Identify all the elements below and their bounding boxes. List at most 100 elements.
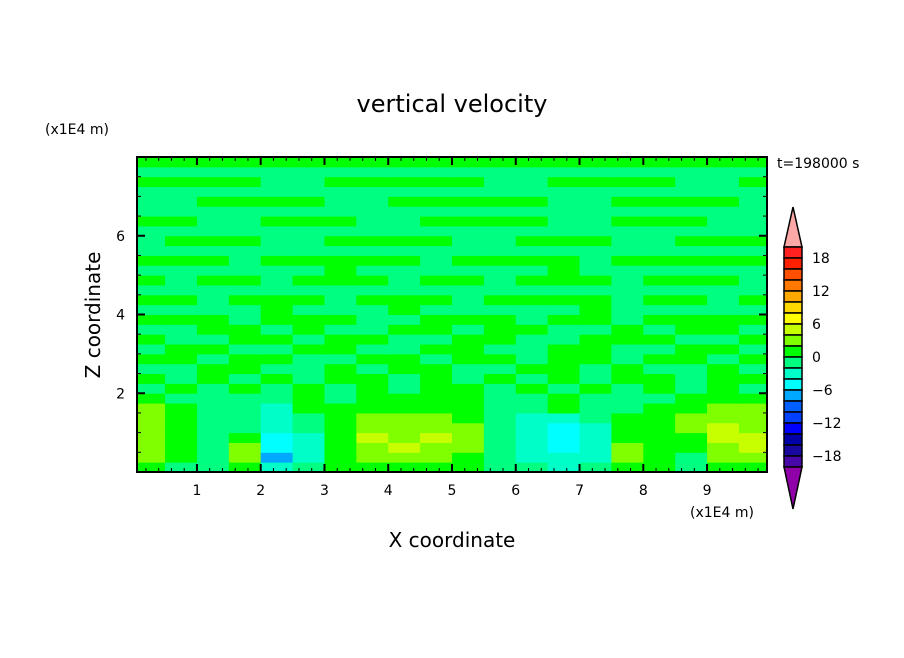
heatmap-cell (579, 216, 612, 227)
heatmap-cell (137, 265, 166, 276)
heatmap-cell (165, 235, 198, 247)
heatmap-cell (388, 373, 421, 384)
heatmap-cell (165, 363, 198, 375)
heatmap-cell (260, 452, 294, 463)
heatmap-cell (324, 324, 357, 335)
heatmap-cell (547, 304, 581, 315)
heatmap-cell (643, 452, 676, 463)
heatmap-cell (452, 314, 485, 325)
heatmap-cell (483, 206, 517, 217)
heatmap-cell (356, 245, 389, 256)
heatmap-cell (324, 304, 357, 315)
heatmap-cell (388, 363, 421, 375)
heatmap-cell (292, 353, 325, 365)
heatmap-cell (388, 206, 421, 217)
heatmap-cell (165, 393, 198, 404)
heatmap-cell (420, 324, 453, 335)
heatmap-cell (452, 462, 485, 473)
heatmap-cell (137, 255, 166, 266)
heatmap-cell (611, 216, 644, 227)
colorbar-tick-label: −6 (812, 383, 833, 399)
heatmap-cell (196, 393, 230, 404)
heatmap-cell (547, 442, 581, 453)
heatmap-cell (611, 422, 644, 434)
heatmap-cell (196, 363, 230, 375)
heatmap-cell (420, 393, 453, 404)
y-axis-label: Z coordinate (81, 252, 105, 379)
heatmap-cell (579, 422, 612, 434)
heatmap-cell (196, 422, 230, 434)
x-tick-label: 4 (384, 483, 393, 499)
heatmap-cell (356, 196, 389, 207)
heatmap-cell (547, 412, 581, 424)
heatmap-cell (579, 166, 612, 178)
heatmap-cell (452, 245, 485, 256)
heatmap-cell (675, 314, 708, 325)
heatmap-cell (165, 186, 198, 197)
heatmap-cell (547, 206, 581, 217)
heatmap-cell (452, 255, 485, 266)
heatmap-cell (579, 452, 612, 463)
heatmap-cell (292, 422, 325, 434)
heatmap-cell (137, 176, 166, 188)
x-tick-label: 7 (575, 483, 584, 499)
heatmap-cell (452, 294, 485, 306)
heatmap-cell (483, 452, 517, 463)
heatmap-cell (324, 275, 357, 286)
heatmap-cell (388, 353, 421, 365)
heatmap-cell (228, 412, 262, 424)
heatmap-cell (356, 403, 389, 414)
heatmap-cell (675, 422, 708, 434)
heatmap-cell (165, 432, 198, 443)
heatmap-cell (228, 265, 262, 276)
colorbar-box (783, 301, 803, 314)
x-tick-label: 6 (511, 483, 520, 499)
heatmap-cell (643, 225, 676, 237)
heatmap-cell (356, 412, 389, 424)
heatmap-cell (137, 294, 166, 306)
heatmap-cell (196, 235, 230, 247)
heatmap-cell (260, 225, 294, 237)
heatmap-cell (196, 462, 230, 473)
colorbar-box (783, 378, 803, 391)
heatmap-cell (579, 284, 612, 296)
heatmap-cell (324, 186, 357, 197)
heatmap-cell (579, 235, 612, 247)
heatmap-cell (675, 245, 708, 256)
heatmap-cell (738, 304, 768, 315)
colorbar-tick-label: 18 (812, 251, 830, 267)
heatmap-cell (260, 294, 294, 306)
heatmap-cell (515, 235, 549, 247)
heatmap-cell (707, 216, 740, 227)
heatmap-cell (643, 432, 676, 443)
heatmap-cell (388, 383, 421, 394)
heatmap-cell (356, 186, 389, 197)
heatmap-cell (324, 432, 357, 443)
heatmap-cell (388, 294, 421, 306)
heatmap-cell (483, 265, 517, 276)
heatmap-cell (228, 334, 262, 345)
heatmap-cell (675, 344, 708, 355)
heatmap-cell (707, 393, 740, 404)
heatmap-cell (643, 196, 676, 207)
heatmap-cell (611, 245, 644, 256)
heatmap-cell (547, 225, 581, 237)
heatmap-cell (356, 363, 389, 375)
heatmap-cell (515, 314, 549, 325)
heatmap-cell (452, 235, 485, 247)
colorbar-box (783, 422, 803, 435)
x-tick-label: 5 (448, 483, 457, 499)
heatmap-cell (196, 383, 230, 394)
heatmap-cell (324, 166, 357, 178)
heatmap-cell (228, 462, 262, 473)
heatmap-cell (547, 363, 581, 375)
heatmap-cell (738, 462, 768, 473)
heatmap-cell (260, 255, 294, 266)
heatmap-cell (643, 294, 676, 306)
heatmap-cell (675, 452, 708, 463)
heatmap-cell (738, 176, 768, 188)
heatmap-cell (547, 383, 581, 394)
colorbar-box (783, 246, 803, 259)
heatmap-cell (388, 176, 421, 188)
heatmap-cell (292, 216, 325, 227)
